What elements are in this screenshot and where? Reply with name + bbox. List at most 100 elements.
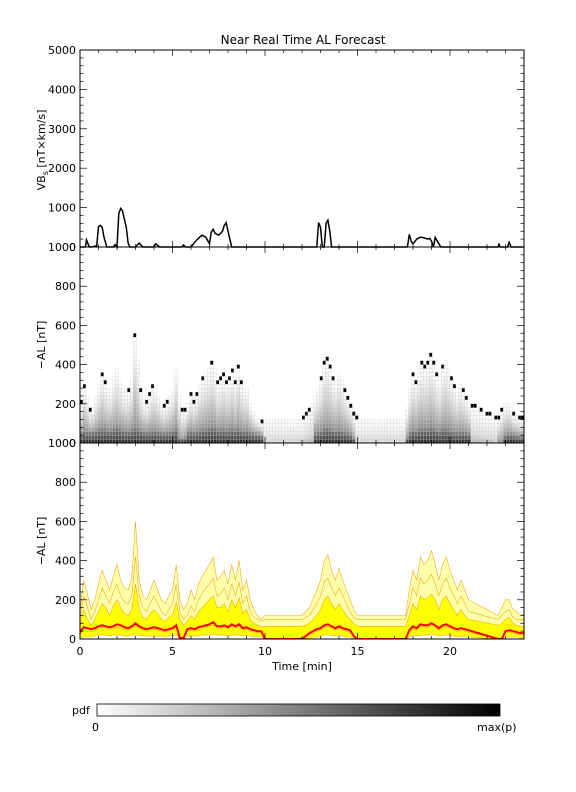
pdf-cell: [423, 387, 427, 393]
pdf-cell: [118, 380, 122, 385]
pdf-cell: [91, 438, 95, 443]
pdf-cell: [127, 395, 131, 401]
pdf-cell: [218, 423, 223, 428]
pdf-cell: [159, 415, 164, 420]
pdf-cell: [334, 435, 338, 440]
pdf-cell: [301, 427, 306, 432]
pdf-cell: [221, 391, 226, 397]
pdf-cell: [405, 431, 409, 436]
pdf-cell: [195, 431, 199, 436]
pdf-cell: [112, 411, 116, 416]
pdf-cell: [470, 419, 474, 424]
forecast-y-axis-label: −AL [nT]: [35, 517, 48, 566]
pdf-cell: [281, 431, 285, 436]
pdf-cell: [218, 435, 223, 440]
pdf-cell: [343, 423, 347, 428]
pdf-cell: [432, 399, 436, 404]
pdf-cell: [210, 376, 214, 381]
pdf-cell: [337, 387, 341, 393]
pdf-cell: [325, 380, 329, 385]
pdf-cell: [440, 423, 445, 428]
pdf-cell: [189, 399, 193, 404]
pdf-cell: [429, 419, 433, 424]
pdf-cell: [266, 431, 270, 436]
pdf-cell: [417, 438, 421, 443]
pdf-cell: [405, 423, 409, 428]
pdf-cell: [446, 407, 451, 412]
pdf-cell: [165, 435, 169, 440]
pdf-cell: [328, 387, 332, 393]
pdf-cell: [443, 423, 448, 428]
pdf-cell: [260, 431, 264, 436]
pdf-cell: [470, 411, 474, 416]
pdf-cell: [310, 435, 314, 440]
pdf-cell: [221, 403, 226, 408]
pdf-cell: [174, 372, 178, 377]
pdf-cell: [304, 411, 309, 416]
pdf-cell: [136, 380, 140, 385]
pdf-cell: [287, 435, 291, 440]
pdf-cell: [97, 399, 101, 404]
pdf-cell: [213, 376, 217, 381]
pdf-cell: [485, 423, 489, 428]
pdf-cell: [349, 435, 353, 440]
pdf-cell: [112, 419, 116, 424]
pdf-cell: [440, 431, 445, 436]
forecast-y-tick-label: 200: [55, 594, 76, 607]
pdf-cell: [461, 423, 465, 428]
vbs-y-tick-label: 2000: [48, 162, 76, 175]
pdf-cell: [174, 411, 178, 416]
pdf-cell: [254, 435, 258, 440]
x-tick-label: 15: [351, 645, 365, 658]
pdf-cell: [295, 435, 300, 440]
pdf-cell: [168, 395, 172, 401]
pdf-cell: [221, 372, 226, 377]
pdf-cell: [455, 407, 460, 412]
pdf-cell: [340, 435, 344, 440]
pdf-cell: [139, 438, 143, 443]
pdf-cell: [207, 423, 211, 428]
pdf-cell: [82, 423, 87, 428]
pdf-cell: [298, 419, 303, 424]
pdf-cell: [242, 435, 246, 440]
pdf-cell: [402, 427, 406, 432]
pdf-cell: [109, 399, 113, 404]
pdf-cell: [213, 403, 217, 408]
pdf-cell: [118, 431, 122, 436]
pdf-cell: [239, 431, 243, 436]
pdf-cell: [452, 403, 457, 408]
pdf-cell: [340, 427, 344, 432]
pdf-cell: [396, 431, 400, 436]
pdf-cell: [112, 415, 116, 420]
pdf-cell: [372, 435, 377, 440]
pdf-cell: [115, 368, 119, 373]
pdf-cell: [426, 427, 430, 432]
pdf-cell: [426, 423, 430, 428]
pdf-cell: [239, 435, 243, 440]
pdf-cell: [186, 415, 190, 420]
pdf-cell: [461, 395, 465, 401]
pdf-cell: [411, 423, 415, 428]
pdf-cell: [443, 438, 448, 443]
pdf-cell: [207, 384, 211, 389]
pdf-cell: [257, 438, 261, 443]
pdf-cell: [458, 395, 462, 401]
pdf-cell: [106, 415, 110, 420]
pdf-cell: [446, 384, 451, 389]
pdf-cell: [180, 415, 184, 420]
pdf-cell: [411, 415, 415, 420]
pdf-cell: [429, 423, 433, 428]
pdf-cell: [328, 407, 332, 412]
pdf-cell: [133, 415, 137, 420]
pdf-cell: [417, 384, 421, 389]
pdf-cell: [438, 384, 442, 389]
pdf-cell: [470, 407, 474, 412]
pdf-cell: [517, 419, 522, 424]
pdf-cell: [464, 415, 468, 420]
pdf-cell: [408, 415, 412, 420]
pdf-cell: [162, 403, 166, 408]
pdf-cell: [290, 427, 294, 432]
pdf-cell: [494, 419, 498, 424]
pdf-cell: [97, 419, 101, 424]
pdf-cell: [97, 415, 101, 420]
